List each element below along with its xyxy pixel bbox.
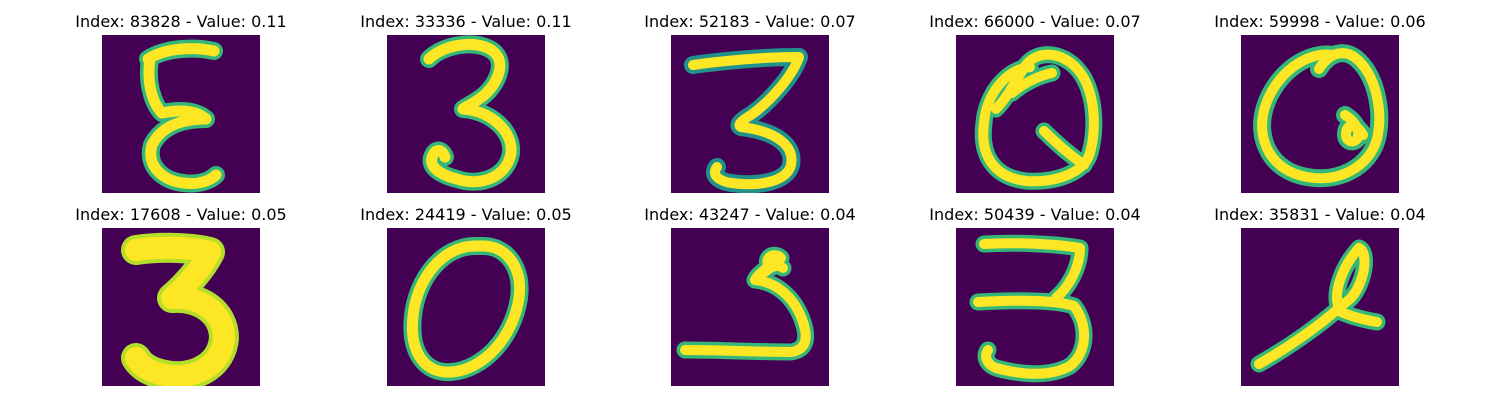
digit-stroke: [423, 38, 517, 188]
digit-image: [956, 35, 1114, 193]
digit-image: [102, 35, 260, 193]
digit-stroke: [978, 49, 1099, 187]
digit-image: [387, 228, 545, 386]
panel-title: Index: 17608 - Value: 0.05: [75, 205, 287, 224]
panel-title: Index: 43247 - Value: 0.04: [644, 205, 856, 224]
digit-image: [102, 228, 260, 386]
digit-image: [956, 228, 1114, 386]
panel-title: Index: 35831 - Value: 0.04: [1214, 205, 1426, 224]
digit-stroke: [688, 52, 804, 190]
panel-title: Index: 83828 - Value: 0.11: [75, 12, 287, 31]
digit-stroke: [973, 238, 1090, 379]
digit-stroke: [1254, 243, 1382, 369]
panel-title: Index: 59998 - Value: 0.06: [1214, 12, 1426, 31]
digit-stroke: [125, 236, 235, 386]
panel-title: Index: 50439 - Value: 0.04: [929, 205, 1141, 224]
digit-stroke: [142, 43, 222, 189]
digit-image: [671, 35, 829, 193]
digit-image: [1241, 35, 1399, 193]
digit-stroke: [680, 250, 811, 357]
digit-image: [387, 35, 545, 193]
digit-image: [671, 228, 829, 386]
digit-stroke: [1257, 48, 1385, 184]
panel-title: Index: 33336 - Value: 0.11: [360, 12, 572, 31]
panel-title: Index: 52183 - Value: 0.07: [644, 12, 856, 31]
panel-title: Index: 66000 - Value: 0.07: [929, 12, 1141, 31]
digit-image: [1241, 228, 1399, 386]
digit-stroke: [406, 240, 526, 378]
panel-title: Index: 24419 - Value: 0.05: [360, 205, 572, 224]
